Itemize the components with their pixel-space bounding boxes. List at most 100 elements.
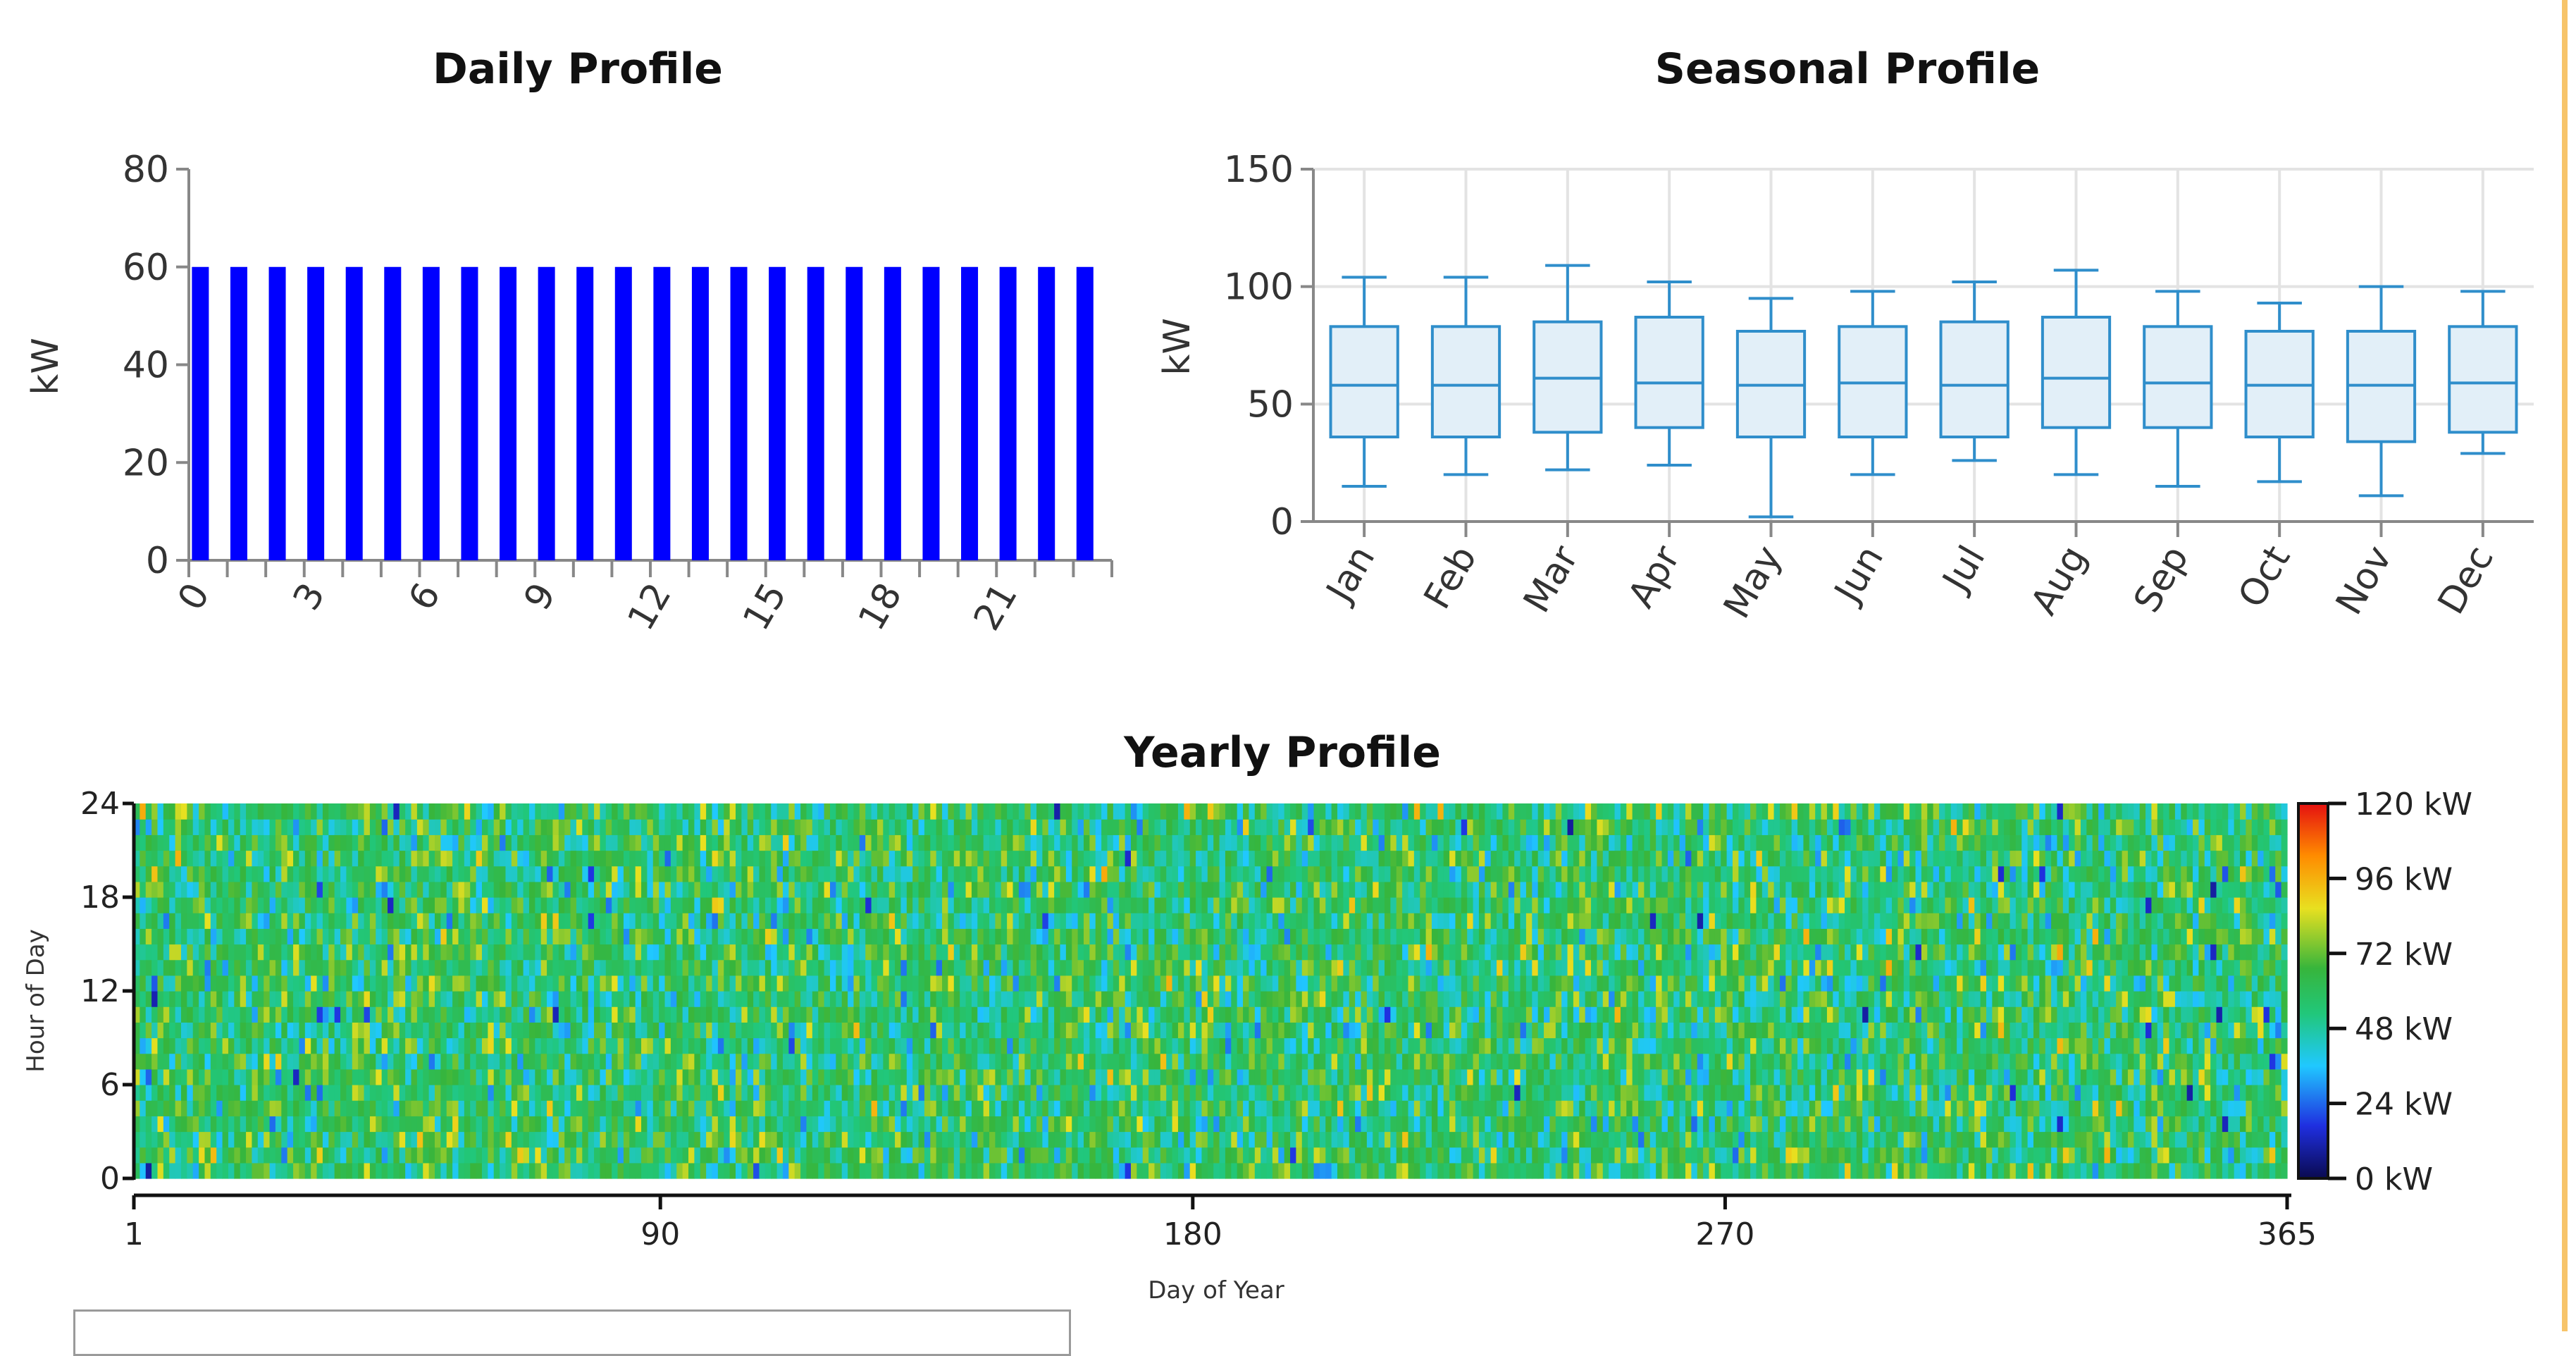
yearly-heatmap-cell (865, 1116, 872, 1132)
yearly-heatmap-cell (393, 803, 400, 820)
yearly-heatmap-cell (299, 1006, 305, 1023)
yearly-heatmap-cell (376, 1085, 382, 1101)
yearly-heatmap-cell (1243, 928, 1249, 944)
yearly-heatmap-cell (812, 1006, 819, 1023)
yearly-heatmap-cell (1131, 1069, 1137, 1085)
yearly-heatmap-cell (671, 928, 677, 944)
yearly-heatmap-cell (1060, 1054, 1067, 1070)
yearly-heatmap-cell (877, 1116, 884, 1132)
yearly-heatmap-cell (1019, 1054, 1025, 1070)
yearly-heatmap-cell (476, 1038, 483, 1054)
yearly-heatmap-cell (600, 803, 606, 820)
yearly-heatmap-cell (777, 882, 784, 898)
yearly-heatmap-cell (606, 1163, 612, 1179)
yearly-heatmap-cell (806, 882, 812, 898)
yearly-heatmap-cell (877, 1147, 884, 1164)
yearly-heatmap-cell (299, 803, 305, 820)
yearly-heatmap-cell (659, 1038, 665, 1054)
yearly-heatmap-cell (788, 834, 795, 851)
yearly-heatmap-cell (665, 1006, 671, 1023)
yearly-heatmap-cell (199, 975, 205, 992)
yearly-heatmap-cell (157, 1054, 163, 1070)
yearly-heatmap-cell (358, 882, 364, 898)
yearly-heatmap-cell (1019, 1147, 1025, 1164)
yearly-heatmap-cell (494, 803, 500, 820)
yearly-heatmap-cell (1237, 1100, 1244, 1116)
yearly-heatmap-cell (724, 1022, 730, 1038)
yearly-heatmap-cell (358, 1132, 364, 1148)
yearly-heatmap-cell (494, 819, 500, 835)
yearly-heatmap-cell (972, 944, 978, 961)
yearly-heatmap-cell (748, 819, 754, 835)
yearly-heatmap-cell (1072, 1085, 1078, 1101)
yearly-heatmap-cell (795, 1006, 801, 1023)
yearly-heatmap-cell (299, 819, 305, 835)
yearly-heatmap-cell (1036, 1069, 1043, 1085)
yearly-heatmap-cell (1137, 1038, 1143, 1054)
yearly-heatmap-cell (1042, 1006, 1048, 1023)
yearly-heatmap-cell (907, 834, 913, 851)
yearly-heatmap-cell (800, 1163, 807, 1179)
yearly-heatmap-cell (1201, 1163, 1208, 1179)
yearly-heatmap-cell (612, 1100, 618, 1116)
yearly-heatmap-cell (500, 928, 506, 944)
yearly-heatmap-cell (1107, 897, 1113, 913)
yearly-heatmap-cell (270, 851, 276, 867)
yearly-heatmap-cell (500, 1116, 506, 1132)
yearly-heatmap-cell (788, 1085, 795, 1101)
yearly-heatmap-cell (352, 1132, 359, 1148)
yearly-heatmap-cell (1160, 1069, 1167, 1085)
yearly-heatmap-cell (228, 913, 235, 929)
yearly-heatmap-cell (1019, 913, 1025, 929)
yearly-heatmap-cell (966, 882, 972, 898)
yearly-heatmap-cell (258, 1085, 264, 1101)
yearly-heatmap-cell (1201, 834, 1208, 851)
yearly-heatmap-cell (972, 897, 978, 913)
yearly-heatmap-cell (1160, 944, 1167, 961)
yearly-heatmap-cell (400, 897, 406, 913)
yearly-heatmap-cell (1160, 928, 1167, 944)
yearly-heatmap-cell (1042, 897, 1048, 913)
yearly-heatmap-cell (258, 1147, 264, 1164)
yearly-heatmap-cell (741, 975, 748, 992)
yearly-heatmap-cell (853, 1085, 860, 1101)
yearly-heatmap-cell (830, 1022, 836, 1038)
yearly-heatmap-cell (576, 1116, 583, 1132)
yearly-heatmap-cell (140, 851, 146, 867)
yearly-heatmap-cell (812, 928, 819, 944)
yearly-heatmap-cell (954, 1069, 960, 1085)
yearly-heatmap-cell (629, 882, 636, 898)
yearly-heatmap-cell (512, 1038, 518, 1054)
yearly-heatmap-cell (281, 1100, 287, 1116)
yearly-heatmap-cell (576, 1038, 583, 1054)
yearly-heatmap-cell (1089, 897, 1096, 913)
yearly-heatmap-cell (1308, 928, 1314, 944)
yearly-heatmap-cell (812, 866, 819, 882)
yearly-heatmap-cell (954, 1022, 960, 1038)
yearly-heatmap-cell (187, 1085, 193, 1101)
yearly-heatmap-cell (512, 803, 518, 820)
yearly-heatmap-cell (777, 1006, 784, 1023)
yearly-heatmap-cell (1213, 1163, 1220, 1179)
yearly-heatmap-cell (676, 1163, 683, 1179)
yearly-heatmap-cell (954, 834, 960, 851)
yearly-heatmap-cell (476, 819, 483, 835)
yearly-heatmap-cell (1196, 1116, 1202, 1132)
yearly-heatmap-cell (440, 1038, 447, 1054)
yearly-heatmap-cell (641, 1147, 648, 1164)
yearly-heatmap-cell (653, 803, 660, 820)
yearly-heatmap-cell (464, 882, 471, 898)
yearly-heatmap-cell (653, 1147, 660, 1164)
yearly-heatmap-cell (1208, 944, 1214, 961)
yearly-heatmap-cell (370, 1038, 376, 1054)
yearly-heatmap-cell (818, 1038, 824, 1054)
yearly-heatmap-cell (1060, 1069, 1067, 1085)
yearly-heatmap-cell (1089, 1100, 1096, 1116)
yearly-heatmap-cell (505, 1116, 512, 1132)
yearly-heatmap-cell (1007, 1038, 1013, 1054)
yearly-heatmap-cell (1278, 913, 1284, 929)
yearly-heatmap-cell (1243, 1069, 1249, 1085)
yearly-heatmap-cell (1089, 944, 1096, 961)
yearly-heatmap-cell (594, 882, 600, 898)
yearly-heatmap-cell (1249, 975, 1255, 992)
